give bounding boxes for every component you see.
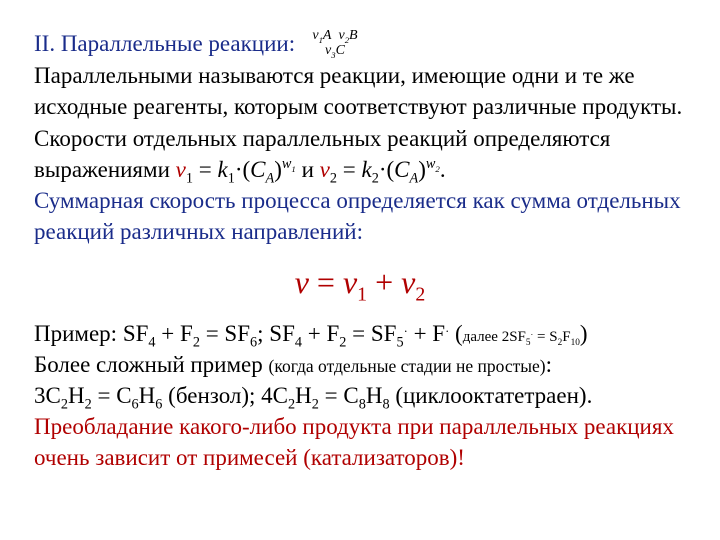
p4-benz: (бензол); (162, 383, 261, 408)
p4-lead: Более сложный пример (34, 352, 269, 377)
paragraph-1: Параллельными называются реакции, имеющи… (34, 60, 686, 184)
v1-sym: v (176, 157, 186, 182)
paragraph-5: Преобладание какого-либо продукта при па… (34, 411, 686, 473)
reaction-scheme: v1A v2B v3C (312, 29, 357, 58)
dot1: · (235, 157, 243, 182)
slide-body: II. Параллельные реакции: v1A v2B v3C Па… (0, 0, 720, 473)
section-title: II. Параллельные реакции: (34, 31, 295, 56)
p3-rxn1: SF4 + F2 = SF6 (123, 321, 257, 346)
p1-and: и (296, 157, 320, 182)
C1: C (250, 157, 265, 182)
eq-v2: v (401, 264, 415, 300)
paragraph-3: Пример: SF4 + F2 = SF6; SF4 + F2 = SF5· … (34, 318, 686, 349)
w1: w1 (282, 156, 296, 172)
eq-plus: + (367, 264, 401, 300)
p3-paren-open: ( (449, 321, 462, 346)
p4-note: (когда отдельные стадии не простые) (269, 356, 546, 376)
p4-colon: : (546, 352, 552, 377)
scheme-row-2: v3C (325, 43, 345, 58)
scheme-row-1: v1A v2B (312, 28, 357, 43)
p1-end: . (440, 157, 446, 182)
p1-eq2: = (337, 157, 361, 182)
header-line: II. Параллельные реакции: v1A v2B v3C (34, 28, 686, 60)
eq-s1: 1 (357, 283, 367, 305)
p3-note: далее 2SF5· = S2F10 (463, 329, 580, 345)
p4-rxn1: 3C2H2 = C6H6 (34, 383, 162, 408)
A1: A (266, 170, 275, 186)
v1-sub: 1 (186, 170, 193, 186)
eq-s2: 2 (415, 283, 425, 305)
p1-eq1: = (193, 157, 217, 182)
w2: w2 (426, 156, 440, 172)
paragraph-2: Суммарная скорость процесса определяется… (34, 185, 686, 247)
k1: k (217, 157, 227, 182)
k1-sub: 1 (228, 170, 235, 186)
p4-cot: (циклооктатетраен). (390, 383, 593, 408)
p3-lead: Пример: (34, 321, 123, 346)
A2: A (410, 170, 419, 186)
p3-paren-close: ) (580, 321, 588, 346)
eq-eqs: = (309, 264, 343, 300)
dot2: · (379, 157, 387, 182)
eq-v: v (295, 264, 309, 300)
v2-sym: v (320, 157, 330, 182)
eq-v1: v (343, 264, 357, 300)
sum-equation: v = v1 + v2 (34, 261, 686, 304)
p4-rxn2: 4C2H2 = C8H8 (261, 383, 389, 408)
p3-rxn2: SF4 + F2 = SF5· + F· (269, 321, 449, 346)
k2-sub: 2 (372, 170, 379, 186)
v2-sub: 2 (330, 170, 337, 186)
C2: C (394, 157, 409, 182)
k2: k (361, 157, 371, 182)
paragraph-4: Более сложный пример (когда отдельные ст… (34, 349, 686, 411)
p3-sep: ; (257, 321, 269, 346)
